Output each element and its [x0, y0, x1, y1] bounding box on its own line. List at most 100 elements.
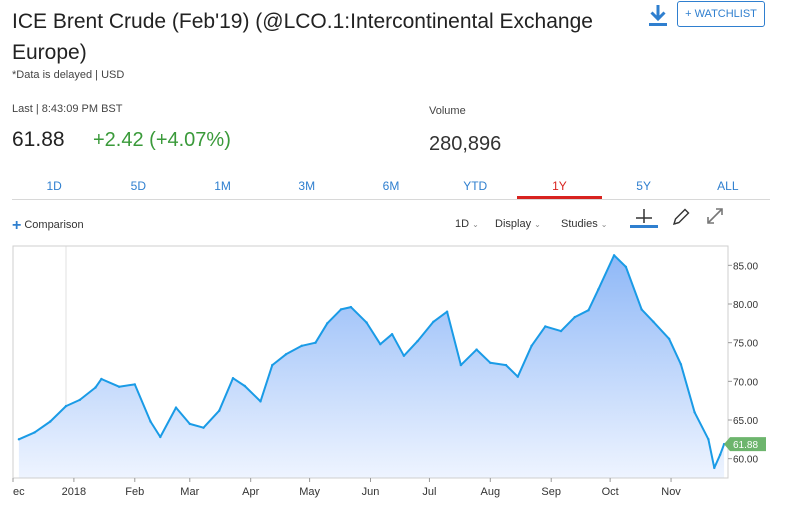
data-point: [707, 438, 710, 441]
data-point: [559, 329, 563, 333]
tab-6m[interactable]: 6M: [382, 179, 400, 193]
data-point: [718, 453, 722, 456]
crosshair-icon[interactable]: [630, 206, 658, 228]
data-point: [489, 361, 492, 364]
tab-all[interactable]: ALL: [717, 179, 739, 193]
data-point: [33, 431, 36, 434]
tab-ytd[interactable]: YTD: [463, 179, 488, 193]
data-point: [259, 400, 262, 403]
chevron-down-icon: ⌄: [600, 220, 608, 229]
x-tick-label: Mar: [180, 486, 199, 498]
data-point: [202, 426, 205, 429]
chevron-down-icon: ⌄: [534, 220, 541, 229]
data-point: [587, 309, 590, 312]
pencil-icon[interactable]: [668, 206, 696, 228]
price-line: [18, 254, 726, 469]
data-point: [117, 385, 121, 388]
display-dropdown[interactable]: Display ⌄: [495, 218, 541, 230]
data-point: [459, 363, 463, 367]
tab-1m[interactable]: 1M: [214, 179, 231, 193]
x-tick-label: Sep: [541, 486, 561, 498]
x-tick-label: 2018: [62, 486, 86, 498]
price-change: +2.42 (+4.07%): [93, 129, 231, 151]
data-point: [504, 363, 508, 367]
data-point: [516, 375, 519, 378]
last-price-badge-label: 61.88: [733, 440, 758, 451]
data-point: [475, 348, 478, 351]
x-tick-label: Jun: [362, 486, 380, 498]
tab-5d[interactable]: 5D: [130, 179, 146, 193]
y-tick-label: 65.00: [733, 416, 758, 427]
data-point: [174, 406, 178, 409]
display-label: Display: [495, 218, 532, 230]
range-tabs: 1D 5D 1M 3M 6M YTD 1Y 5Y ALL: [12, 176, 770, 200]
data-point: [339, 308, 343, 311]
y-tick-label: 60.00: [733, 455, 758, 466]
studies-dropdown[interactable]: Studies ⌄: [561, 218, 607, 230]
interval-dropdown[interactable]: 1D ⌄: [455, 218, 479, 230]
data-point: [713, 466, 716, 470]
price-chart[interactable]: 85.00 80.00 75.00 70.00 65.00 60.00 ec 2018 Feb…: [0, 240, 792, 513]
data-point: [188, 422, 191, 426]
chevron-down-icon: ⌄: [472, 220, 479, 229]
data-point: [652, 320, 655, 323]
data-point: [667, 337, 671, 340]
studies-label: Studies: [561, 218, 598, 230]
data-point: [300, 344, 303, 347]
data-point: [243, 384, 246, 388]
tab-1y[interactable]: 1Y: [517, 176, 602, 199]
volume-value: 280,896: [429, 133, 502, 155]
x-tick-label: Oct: [602, 486, 619, 498]
tab-1d[interactable]: 1D: [46, 179, 62, 193]
data-point: [530, 344, 533, 347]
data-point: [402, 354, 406, 357]
expand-icon[interactable]: [701, 206, 729, 228]
x-tick-label: ec: [13, 486, 25, 498]
download-icon[interactable]: [646, 3, 670, 27]
y-tick-label: 70.00: [733, 377, 758, 388]
plus-icon: +: [12, 217, 22, 234]
data-point: [640, 308, 643, 311]
data-point: [612, 254, 616, 257]
x-tick-label: Jul: [422, 486, 436, 498]
comparison-label: Comparison: [24, 219, 84, 231]
price-area: [18, 255, 725, 478]
instrument-title: ICE Brent Crude (Feb'19) (@LCO.1:Interco…: [12, 10, 593, 64]
data-point: [693, 411, 696, 414]
last-trade-label: Last | 8:43:09 PM BST: [12, 103, 123, 115]
last-price: 61.88: [12, 128, 65, 151]
data-point: [218, 409, 221, 412]
data-point: [624, 265, 628, 269]
data-point: [271, 363, 274, 367]
tab-3m[interactable]: 3M: [298, 179, 316, 193]
x-tick-label: Nov: [661, 486, 681, 498]
data-point: [284, 353, 288, 356]
data-point: [390, 333, 394, 336]
data-point: [17, 438, 21, 441]
data-point: [679, 363, 683, 366]
y-tick-label: 80.00: [733, 300, 758, 311]
data-point: [573, 315, 576, 319]
data-point: [159, 435, 162, 439]
watchlist-button[interactable]: + WATCHLIST: [677, 1, 765, 27]
data-point: [326, 322, 329, 325]
data-point: [231, 377, 235, 380]
data-point: [445, 310, 449, 313]
data-point: [64, 404, 68, 408]
data-point: [133, 383, 136, 386]
delayed-note: *Data is delayed | USD: [12, 69, 125, 81]
comparison-button[interactable]: + Comparison: [12, 217, 84, 235]
data-point: [100, 377, 103, 381]
data-point: [49, 420, 52, 423]
x-tick-label: Apr: [242, 486, 259, 498]
data-point: [94, 386, 97, 389]
data-point: [78, 398, 82, 402]
data-point: [149, 420, 152, 423]
volume-label: Volume: [429, 105, 466, 117]
x-tick-label: May: [299, 486, 320, 498]
y-tick-label: 75.00: [733, 339, 758, 350]
tab-5y[interactable]: 5Y: [636, 179, 651, 193]
data-point: [597, 288, 600, 291]
x-tick-label: Aug: [481, 486, 501, 498]
last-price-badge: [724, 437, 766, 452]
